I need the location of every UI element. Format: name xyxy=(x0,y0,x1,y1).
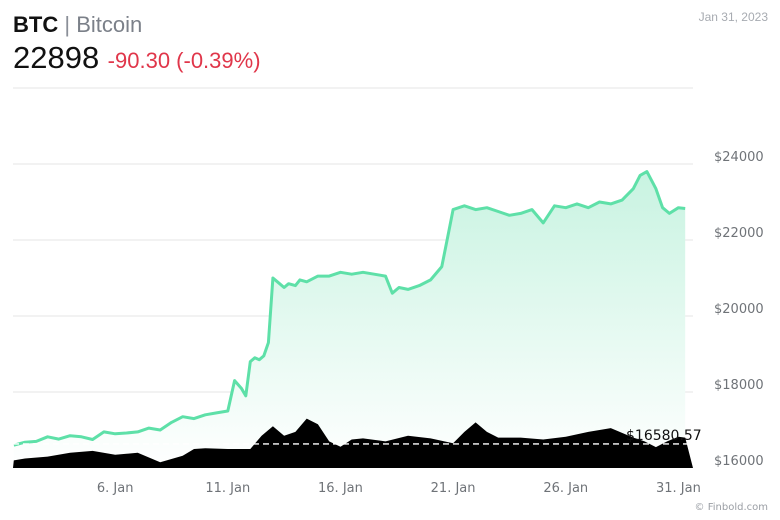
y-axis-labels: $16000 $18000 $20000 $22000 $24000 xyxy=(714,150,764,469)
y-tick-label: $16000 xyxy=(714,454,764,469)
x-tick-label: 16. Jan xyxy=(318,481,363,496)
y-tick-label: $24000 xyxy=(714,150,764,165)
y-tick-label: $18000 xyxy=(714,378,764,393)
as-of-date: Jan 31, 2023 xyxy=(698,10,768,24)
reference-line-label: $16580.57 xyxy=(626,428,702,444)
price-line: 22898 -90.30 (-0.39%) xyxy=(13,40,261,82)
price-line-series xyxy=(13,170,686,447)
y-tick-label: $20000 xyxy=(714,302,764,317)
ticker-symbol: BTC xyxy=(13,12,59,37)
quote-header: BTC | Bitcoin 22898 -90.30 (-0.39%) xyxy=(13,10,261,82)
price-area-fill xyxy=(13,171,686,468)
finbold-watermark: © Finbold.com xyxy=(694,502,768,513)
x-tick-label: 31. Jan xyxy=(656,481,701,496)
y-tick-label: $22000 xyxy=(714,226,764,241)
current-price: 22898 xyxy=(13,40,100,75)
x-tick-label: 21. Jan xyxy=(431,481,476,496)
x-tick-label: 6. Jan xyxy=(97,481,134,496)
x-tick-label: 26. Jan xyxy=(543,481,588,496)
ticker-separator: | xyxy=(64,12,71,37)
x-tick-label: 11. Jan xyxy=(205,481,250,496)
asset-name: Bitcoin xyxy=(76,12,143,37)
ticker-line: BTC | Bitcoin xyxy=(13,10,261,40)
price-change: -90.30 (-0.39%) xyxy=(107,48,261,73)
x-axis-labels: 6. Jan 11. Jan 16. Jan 21. Jan 26. Jan 31. Ja… xyxy=(97,481,701,496)
